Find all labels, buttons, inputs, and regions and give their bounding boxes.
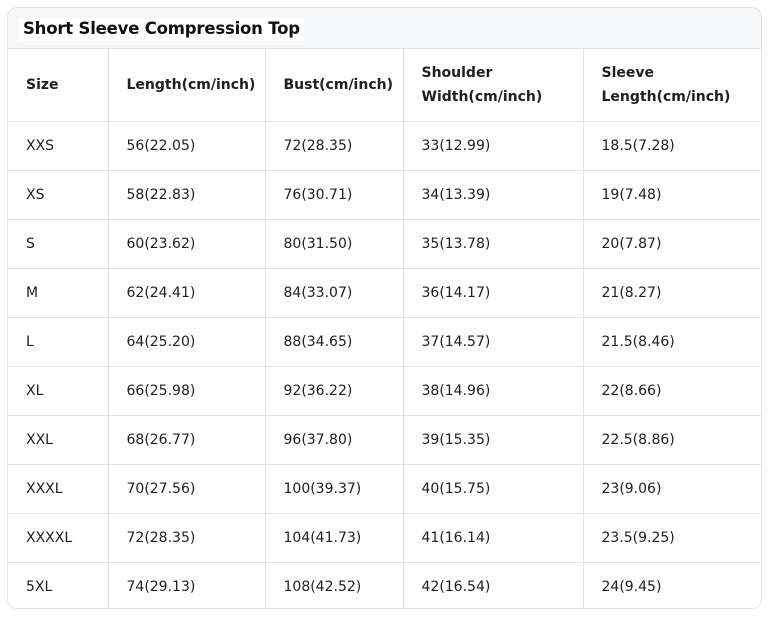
- cell-length: 74(29.13): [108, 562, 266, 608]
- table-row: XL 66(25.98) 92(36.22) 38(14.96) 22(8.66): [8, 366, 761, 416]
- cell-bust: 72(28.35): [265, 121, 404, 171]
- header-size-label: Size: [26, 77, 59, 93]
- title-bar: Short Sleeve Compression Top: [8, 8, 761, 48]
- cell-shoulder: 39(15.35): [403, 415, 584, 465]
- header-length-label: Length(cm/inch): [126, 77, 256, 93]
- cell-shoulder: 41(16.14): [403, 513, 584, 563]
- cell-size: XXXL: [8, 464, 109, 514]
- table-row: XS 58(22.83) 76(30.71) 34(13.39) 19(7.48): [8, 170, 761, 220]
- cell-bust: 80(31.50): [265, 219, 404, 269]
- cell-size: XXS: [8, 121, 109, 171]
- cell-shoulder: 35(13.78): [403, 219, 584, 269]
- cell-size: L: [8, 317, 109, 367]
- table-body: XXS 56(22.05) 72(28.35) 33(12.99) 18.5(7.28)…: [8, 121, 761, 608]
- header-length: Length(cm/inch): [108, 48, 266, 122]
- table-row: S 60(23.62) 80(31.50) 35(13.78) 20(7.87): [8, 219, 761, 269]
- cell-bust: 96(37.80): [265, 415, 404, 465]
- cell-size: XXXXL: [8, 513, 109, 563]
- header-shoulder-width: Shoulder Width(cm/inch): [403, 48, 584, 122]
- cell-sleeve: 21(8.27): [583, 268, 761, 318]
- cell-shoulder: 33(12.99): [403, 121, 584, 171]
- cell-length: 62(24.41): [108, 268, 266, 318]
- cell-sleeve: 20(7.87): [583, 219, 761, 269]
- cell-length: 58(22.83): [108, 170, 266, 220]
- cell-length: 64(25.20): [108, 317, 266, 367]
- cell-bust: 88(34.65): [265, 317, 404, 367]
- cell-bust: 76(30.71): [265, 170, 404, 220]
- cell-length: 56(22.05): [108, 121, 266, 171]
- table-row: XXXXL 72(28.35) 104(41.73) 41(16.14) 23.5(9.…: [8, 513, 761, 563]
- cell-shoulder: 34(13.39): [403, 170, 584, 220]
- cell-size: M: [8, 268, 109, 318]
- table-row: XXS 56(22.05) 72(28.35) 33(12.99) 18.5(7.28): [8, 121, 761, 171]
- header-sleeve-length: Sleeve Length(cm/inch): [583, 48, 761, 122]
- cell-length: 72(28.35): [108, 513, 266, 563]
- size-chart-card: Short Sleeve Compression Top Size Length…: [7, 7, 762, 609]
- cell-size: 5XL: [8, 562, 109, 608]
- cell-bust: 92(36.22): [265, 366, 404, 416]
- header-shoulder-line1: Shoulder: [421, 65, 493, 81]
- size-chart-table: Size Length(cm/inch) Bust(cm/inch) Shoul…: [8, 48, 761, 608]
- cell-bust: 108(42.52): [265, 562, 404, 608]
- cell-sleeve: 23.5(9.25): [583, 513, 761, 563]
- cell-sleeve: 21.5(8.46): [583, 317, 761, 367]
- cell-sleeve: 22.5(8.86): [583, 415, 761, 465]
- cell-sleeve: 19(7.48): [583, 170, 761, 220]
- table-header-row: Size Length(cm/inch) Bust(cm/inch) Shoul…: [8, 48, 761, 122]
- cell-sleeve: 18.5(7.28): [583, 121, 761, 171]
- header-sleeve-line2: Length(cm/inch): [601, 89, 731, 105]
- cell-shoulder: 38(14.96): [403, 366, 584, 416]
- cell-length: 68(26.77): [108, 415, 266, 465]
- cell-shoulder: 37(14.57): [403, 317, 584, 367]
- chart-title: Short Sleeve Compression Top: [19, 17, 304, 41]
- cell-size: XXL: [8, 415, 109, 465]
- cell-length: 70(27.56): [108, 464, 266, 514]
- table-row: XXXL 70(27.56) 100(39.37) 40(15.75) 23(9.06): [8, 464, 761, 514]
- cell-sleeve: 22(8.66): [583, 366, 761, 416]
- header-shoulder-line2: Width(cm/inch): [421, 89, 543, 105]
- cell-length: 66(25.98): [108, 366, 266, 416]
- cell-size: S: [8, 219, 109, 269]
- table-row: M 62(24.41) 84(33.07) 36(14.17) 21(8.27): [8, 268, 761, 318]
- cell-bust: 84(33.07): [265, 268, 404, 318]
- cell-size: XS: [8, 170, 109, 220]
- header-size: Size: [8, 48, 109, 122]
- cell-shoulder: 36(14.17): [403, 268, 584, 318]
- cell-length: 60(23.62): [108, 219, 266, 269]
- header-bust: Bust(cm/inch): [265, 48, 404, 122]
- cell-sleeve: 24(9.45): [601, 579, 662, 595]
- cell-bust: 100(39.37): [265, 464, 404, 514]
- cell-shoulder: 40(15.75): [403, 464, 584, 514]
- cell-bust: 104(41.73): [265, 513, 404, 563]
- cell-shoulder: 42(16.54): [403, 562, 584, 608]
- cell-size: XL: [8, 366, 109, 416]
- header-sleeve-line1: Sleeve: [601, 65, 655, 81]
- header-bust-label: Bust(cm/inch): [283, 77, 394, 93]
- table-row: L 64(25.20) 88(34.65) 37(14.57) 21.5(8.46): [8, 317, 761, 367]
- cell-sleeve: 23(9.06): [583, 464, 761, 514]
- table-row: 5XL 74(29.13) 108(42.52) 42(16.54) 24(9.45): [8, 562, 761, 608]
- table-row: XXL 68(26.77) 96(37.80) 39(15.35) 22.5(8.86): [8, 415, 761, 465]
